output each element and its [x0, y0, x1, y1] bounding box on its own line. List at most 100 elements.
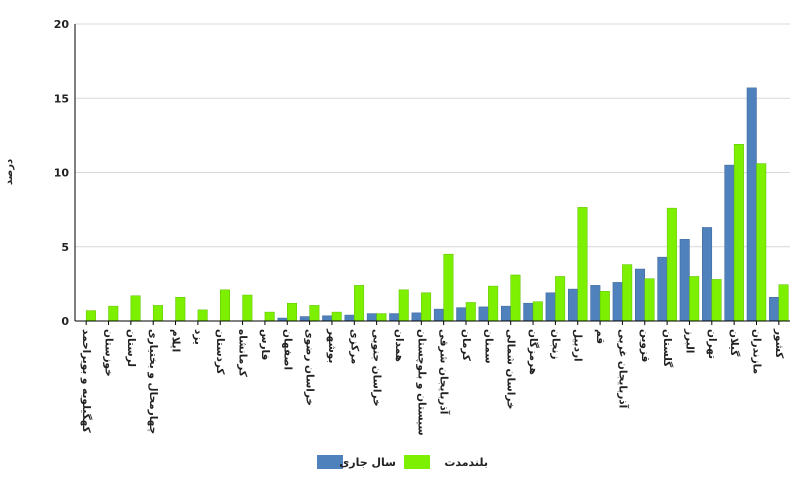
- x-tick-label: گلستان: [661, 329, 674, 368]
- y-tick-label: 0: [61, 315, 69, 328]
- axes: [74, 24, 790, 322]
- x-tick-label: گیلان: [728, 329, 741, 357]
- bar-long-term: [421, 292, 432, 322]
- x-tick-label: خراسان جنوبی: [371, 329, 383, 407]
- x-tick-label: مرکزی: [348, 329, 360, 364]
- x-tick-label: تهران: [706, 329, 718, 359]
- bar-long-term: [666, 207, 677, 322]
- bar-current-year: [389, 313, 400, 322]
- bar-current-year: [344, 314, 355, 322]
- bar-current-year: [433, 308, 444, 322]
- x-tick-label: کهگیلویه و بویراحمد: [80, 329, 93, 434]
- bar-long-term: [85, 310, 96, 322]
- bar-current-year: [366, 313, 377, 322]
- x-tick-label: خراسان شمالی: [505, 329, 517, 409]
- y-tick-label: 15: [54, 92, 69, 105]
- bar-long-term: [778, 284, 789, 322]
- bar-long-term: [555, 276, 566, 322]
- bar-current-year: [411, 312, 422, 322]
- x-tick-label: هرمزگان: [527, 329, 540, 375]
- bar-long-term: [622, 264, 633, 322]
- x-tick-label: خوزستان: [103, 329, 115, 377]
- x-tick-label: آذربایجان شرقی: [438, 329, 451, 415]
- x-tick-label: همدان: [393, 329, 405, 362]
- legend-label-current-year: سال جاری: [339, 456, 396, 469]
- bar-long-term: [219, 289, 230, 322]
- x-tick-label: قم: [594, 329, 606, 344]
- x-tick-label: مازندران: [750, 329, 762, 374]
- bar-current-year: [657, 256, 668, 322]
- bar-long-term: [756, 163, 767, 322]
- bar-long-term: [465, 302, 476, 322]
- bar-long-term: [175, 296, 186, 322]
- x-tick-label: ایلام: [170, 329, 182, 352]
- x-tick-label: چهارمحال و بختیاری: [147, 329, 159, 434]
- bars: [85, 87, 789, 322]
- bar-current-year: [322, 315, 333, 322]
- bar-long-term: [577, 207, 588, 322]
- bar-long-term: [443, 253, 454, 322]
- x-tick-label: سیستان و بلوچستان: [415, 329, 427, 436]
- x-tick-label: یزد: [192, 329, 204, 345]
- x-tick-label: اصفهان: [281, 329, 293, 370]
- x-tick-label: آذربایجان غربی: [616, 329, 629, 409]
- x-tick-label: کردستان: [214, 329, 226, 375]
- bar-long-term: [510, 274, 521, 322]
- bar-current-year: [679, 239, 690, 322]
- bar-long-term: [488, 285, 499, 322]
- bar-long-term: [733, 144, 744, 322]
- y-tick-label: 10: [54, 167, 70, 180]
- bar-long-term: [376, 313, 387, 322]
- bar-long-term: [331, 311, 342, 322]
- bar-current-year: [769, 296, 780, 322]
- bar-current-year: [612, 282, 623, 322]
- bar-long-term: [644, 278, 655, 322]
- bar-long-term: [264, 311, 275, 322]
- bar-long-term: [689, 276, 700, 322]
- bar-current-year: [500, 305, 511, 322]
- bar-current-year: [746, 87, 757, 322]
- legend-swatch-long-term: [404, 455, 430, 469]
- bar-current-year: [523, 302, 534, 322]
- legend-label-long-term: بلندمدت: [444, 456, 488, 469]
- legend: سال جاری بلندمدت: [317, 455, 488, 469]
- x-tick-label: کرمانشاه: [237, 329, 249, 378]
- y-tick-label: 20: [54, 18, 70, 31]
- bar-current-year: [299, 316, 310, 322]
- bar-current-year: [724, 164, 735, 322]
- bar-current-year: [567, 288, 578, 322]
- legend-swatch-current-year: [317, 455, 343, 469]
- x-tick-label: بوشهر: [326, 328, 338, 363]
- bar-current-year: [456, 307, 467, 322]
- y-axis-label: درصد: [4, 159, 15, 185]
- bar-long-term: [130, 295, 141, 322]
- x-tick-label: اردبیل: [572, 329, 584, 362]
- bar-current-year: [702, 227, 713, 322]
- x-tick-label: کشور: [773, 328, 785, 359]
- bar-long-term: [152, 305, 163, 322]
- x-tick-label: البرز: [683, 328, 695, 353]
- x-tick-label: خراسان رضوی: [304, 329, 316, 406]
- x-tick-label: قزوین: [639, 329, 651, 362]
- bar-long-term: [599, 291, 610, 322]
- bar-long-term: [309, 305, 320, 322]
- bar-current-year: [635, 268, 646, 322]
- bar-long-term: [711, 279, 722, 322]
- bar-current-year: [545, 292, 556, 322]
- bar-current-year: [590, 285, 601, 322]
- bar-long-term: [532, 301, 543, 322]
- gridlines: [75, 23, 790, 248]
- bar-long-term: [287, 302, 298, 322]
- x-tick-labels: کهگیلویه و بویراحمد خوزستان لرستان چهارمحال…: [80, 321, 785, 436]
- bar-long-term: [242, 294, 253, 322]
- x-tick-label: فارس: [259, 329, 271, 360]
- bar-long-term: [197, 309, 208, 322]
- y-tick-label: 5: [61, 241, 69, 254]
- x-tick-label: کرمان: [460, 329, 472, 362]
- x-tick-label: زنجان: [549, 329, 561, 359]
- x-tick-label: سمنان: [482, 329, 494, 364]
- x-tick-label: لرستان: [125, 329, 137, 367]
- y-tick-labels: 0 5 10 15 20: [54, 18, 70, 328]
- bar-long-term: [354, 285, 365, 322]
